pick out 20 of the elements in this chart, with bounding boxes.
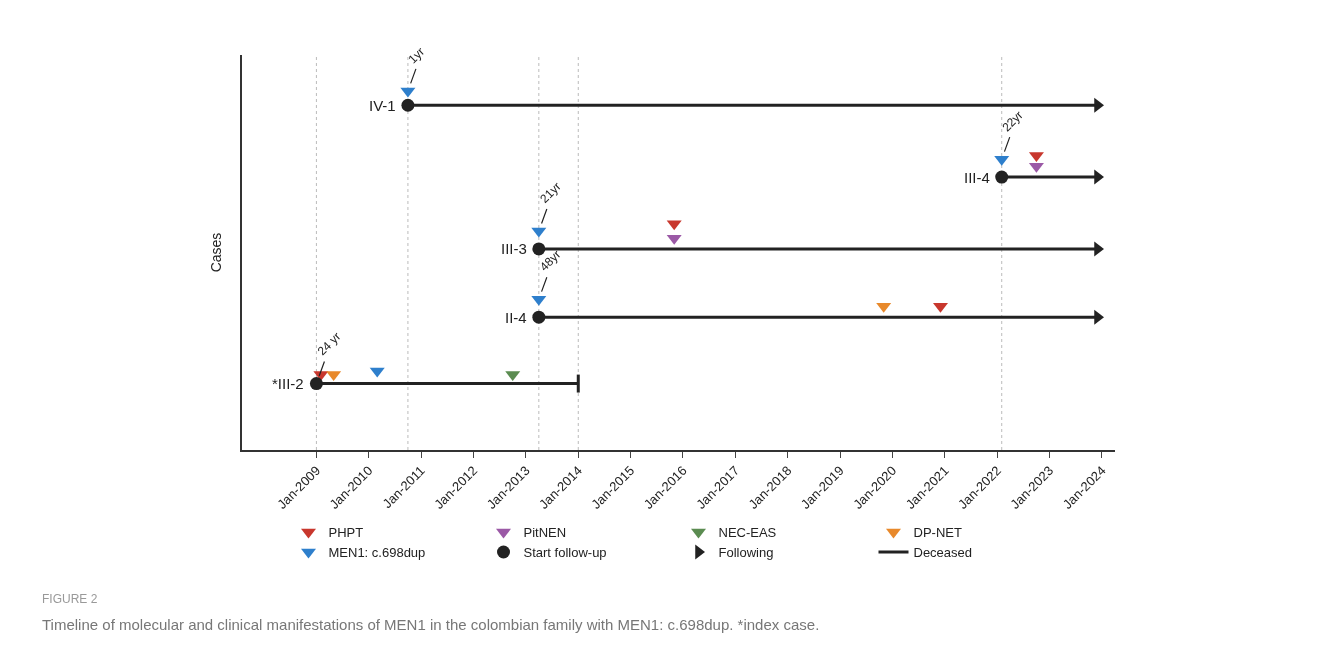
legend-label: Following xyxy=(718,545,774,561)
annotation: 1yr xyxy=(405,44,428,67)
legend-label: Start follow-up xyxy=(523,545,607,561)
legend-label: MEN1: c.698dup xyxy=(328,545,426,561)
y-axis-title: Cases xyxy=(208,232,225,273)
caption: FIGURE 2 xyxy=(42,592,98,606)
legend-label: DP-NET xyxy=(913,525,962,541)
legend-label: PitNEN xyxy=(523,525,567,541)
annotation: III-4 xyxy=(964,169,990,186)
annotation: IV-1 xyxy=(369,97,396,114)
annotation: 21yr xyxy=(537,179,564,206)
text: Timeline of molecular and clinical manifestations of MEN1 in the colombian family with MEN1: c.698dup. *index case. xyxy=(42,616,820,633)
annotation: 48yr xyxy=(537,247,564,274)
annotation: II-4 xyxy=(505,309,527,326)
legend-label: Deceased xyxy=(913,545,973,561)
annotation: III-3 xyxy=(501,240,527,257)
legend-label: PHPT xyxy=(328,525,364,541)
legend-label: NEC-EAS xyxy=(718,525,777,541)
annotation: 24 yr xyxy=(314,329,344,359)
annotation: *III-2 xyxy=(272,375,304,392)
